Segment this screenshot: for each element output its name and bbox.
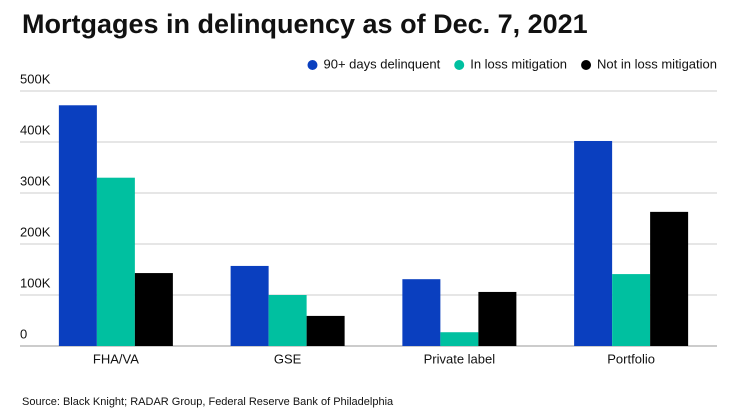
x-tick-label: FHA/VA: [93, 351, 139, 366]
bar: [134, 273, 173, 346]
bar: [440, 332, 479, 346]
legend-marker: [581, 60, 592, 70]
bar: [402, 279, 441, 346]
y-tick-label: 0: [20, 326, 27, 341]
bar: [650, 211, 689, 346]
bar: [574, 140, 613, 346]
y-tick-label: 400K: [20, 122, 51, 137]
bar: [58, 105, 97, 346]
bar: [612, 274, 651, 346]
x-tick-label: Private label: [424, 351, 496, 366]
source-note: Source: Black Knight; RADAR Group, Feder…: [22, 396, 394, 408]
y-tick-label: 100K: [20, 275, 51, 290]
legend-label: Not in loss mitigation: [597, 56, 717, 71]
y-tick-label: 500K: [20, 71, 51, 86]
bar: [268, 295, 307, 346]
chart-title: Mortgages in delinquency as of Dec. 7, 2…: [22, 9, 588, 39]
legend-label: In loss mitigation: [470, 56, 567, 71]
bar: [306, 315, 345, 346]
x-tick-label: GSE: [274, 351, 302, 366]
bar: [478, 291, 517, 346]
bar: [230, 265, 269, 346]
x-tick-label: Portfolio: [607, 351, 655, 366]
legend-marker: [307, 60, 318, 70]
y-tick-label: 200K: [20, 224, 51, 239]
y-tick-label: 300K: [20, 173, 51, 188]
legend-marker: [454, 60, 465, 70]
bar: [96, 177, 135, 346]
legend-label: 90+ days delinquent: [323, 56, 440, 71]
